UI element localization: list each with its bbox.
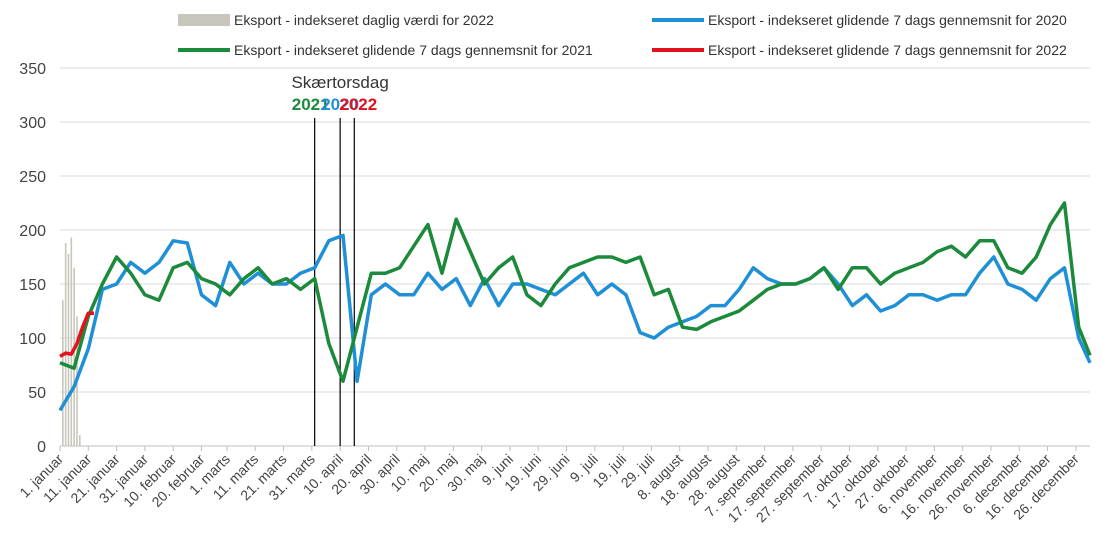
legend-label: Eksport - indekseret daglig værdi for 20…: [234, 12, 494, 28]
y-tick-label: 300: [19, 115, 46, 132]
legend-label: Eksport - indekseret glidende 7 dags gen…: [708, 42, 1067, 58]
annotation-title: Skærtorsdag: [291, 73, 388, 92]
line: [58, 233, 1092, 412]
y-tick-label: 150: [19, 277, 46, 294]
bar: [79, 435, 81, 446]
bar: [64, 242, 67, 446]
y-tick-label: 250: [19, 169, 46, 186]
y-tick-label: 0: [37, 439, 46, 456]
y-tick-label: 350: [19, 61, 46, 78]
annotation-year: 2021: [292, 95, 330, 114]
legend-label: Eksport - indekseret glidende 7 dags gen…: [234, 42, 593, 58]
annotation-year: 2020: [321, 95, 359, 114]
line: [59, 311, 94, 358]
bar: [67, 253, 70, 446]
line: [59, 201, 1092, 383]
legend-swatch: [178, 14, 230, 26]
annotation-year: 2022: [339, 95, 377, 114]
y-tick-label: 100: [19, 331, 46, 348]
bar: [73, 267, 75, 446]
y-tick-label: 50: [28, 385, 46, 402]
bar: [70, 237, 73, 446]
y-tick-label: 200: [19, 223, 46, 240]
bar: [62, 300, 64, 446]
legend-label: Eksport - indekseret glidende 7 dags gen…: [708, 12, 1067, 28]
